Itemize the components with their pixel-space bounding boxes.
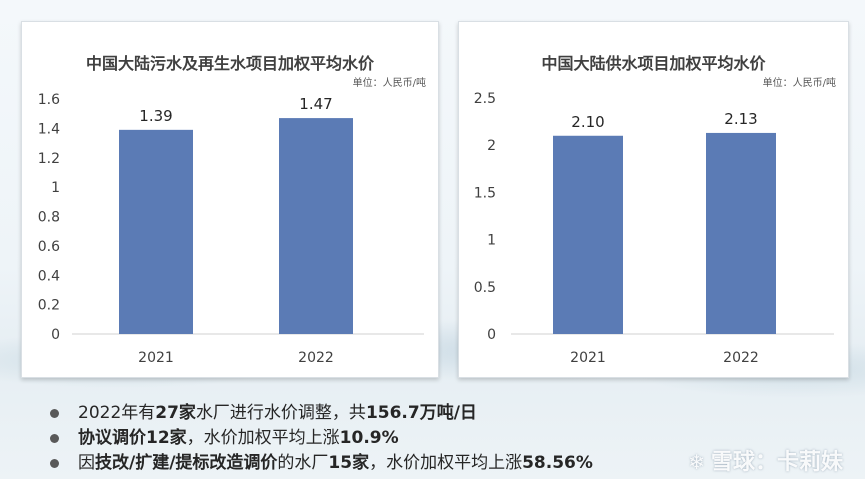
bullet-item: 因技改/扩建/提标改造调价的水厂15家，水价加权平均上涨58.56% (50, 451, 593, 476)
bullet-dot-icon (50, 459, 59, 468)
y-tick-label: 1.2 (38, 151, 60, 167)
bullet-text: 的水厂 (277, 453, 329, 473)
bullet-item: 协议调价12家，水价加权平均上涨10.9% (50, 426, 593, 451)
y-tick-label: 1.4 (38, 121, 60, 137)
bullet-text: 156.7万吨/日 (365, 403, 477, 423)
bar-2021 (553, 135, 623, 334)
watermark-text: 雪球：卡莉妹 (710, 450, 843, 475)
y-tick-label: 2.5 (474, 91, 496, 107)
bullet-text: ，水价加权平均上涨 (186, 428, 340, 448)
y-tick-label: 1.6 (38, 92, 60, 108)
snowball-icon: ❄ (688, 450, 705, 474)
bullet-text: 水厂进行水价调整，共 (195, 403, 366, 423)
y-tick-label: 0.4 (38, 268, 60, 284)
chart-title: 中国大陆污水及再生水项目加权平均水价 (85, 54, 374, 73)
y-tick-label: 0.8 (38, 210, 60, 226)
y-tick-label: 1 (487, 233, 496, 249)
data-label: 1.39 (139, 107, 172, 125)
bullet-list: 2022年有27家水厂进行水价调整，共156.7万吨/日 协议调价12家，水价加权… (50, 401, 593, 476)
unit-note: 单位：人民币/吨 (762, 78, 836, 89)
bullet-text: 2022年有 (78, 403, 156, 423)
y-tick-label: 2 (487, 138, 496, 154)
x-tick-label: 2021 (570, 350, 606, 366)
bullet-text: 15家 (328, 453, 370, 473)
bullet-text: ，水价加权平均上涨 (369, 453, 523, 473)
y-tick-label: 1 (51, 180, 60, 196)
unit-note: 单位：人民币/吨 (352, 78, 426, 89)
bullet-text: 10.9% (339, 428, 399, 448)
bullet-text: 27家 (155, 403, 196, 423)
bar-2021 (119, 129, 193, 334)
bullet-text: 技改/扩建/提标改造调价 (95, 453, 278, 473)
bullet-text: 因 (78, 453, 95, 473)
bar-2022 (706, 132, 776, 334)
chart-title: 中国大陆供水项目加权平均水价 (541, 54, 766, 73)
watermark: ❄ 雪球：卡莉妹 (688, 444, 843, 476)
bullet-dot-icon (50, 434, 59, 443)
bar-chart-water-supply: 0 0.5 1 1.5 2 2.5 2.10 2021 2.13 2022 (474, 91, 834, 366)
y-tick-label: 0.6 (38, 239, 60, 255)
y-tick-label: 0 (51, 327, 60, 343)
data-label: 2.10 (571, 113, 604, 131)
data-label: 2.13 (724, 110, 757, 128)
chart-panel-wastewater: 中国大陆污水及再生水项目加权平均水价 单位：人民币/吨 0 0.2 0.4 0.6 0.… (21, 21, 439, 378)
y-tick-label: 1.5 (474, 185, 496, 201)
data-label: 1.47 (299, 95, 332, 113)
bullet-text: 58.56% (522, 453, 593, 473)
y-tick-label: 0 (487, 327, 496, 343)
chart-panel-water-supply: 中国大陆供水项目加权平均水价 单位：人民币/吨 0 0.5 1 1.5 2 2.5 2.10… (458, 21, 849, 378)
bullet-item: 2022年有27家水厂进行水价调整，共156.7万吨/日 (50, 401, 593, 426)
x-tick-label: 2022 (723, 350, 759, 366)
y-tick-label: 0.5 (474, 280, 496, 296)
y-tick-label: 0.2 (38, 298, 60, 314)
bullet-dot-icon (50, 409, 59, 418)
bar-2022 (279, 118, 353, 334)
bar-chart-wastewater: 0 0.2 0.4 0.6 0.8 1 1.2 1.4 1.6 1.39 2021 1.47 2022 (38, 92, 424, 366)
bullet-text: 协议调价12家 (78, 428, 187, 448)
x-tick-label: 2021 (138, 350, 174, 366)
x-tick-label: 2022 (298, 350, 334, 366)
